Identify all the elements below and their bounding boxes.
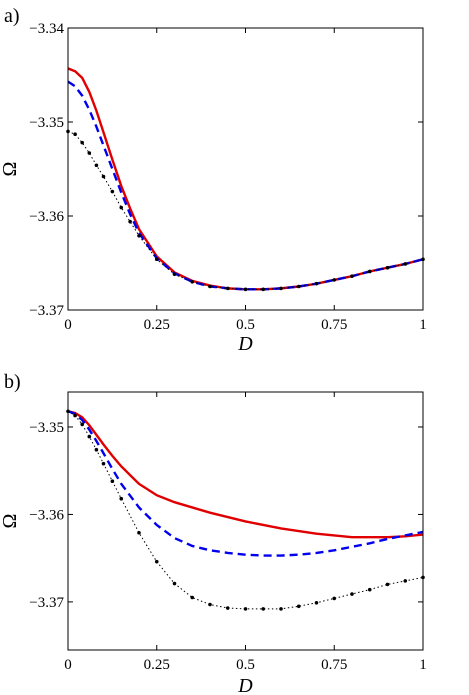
series-point-3: [172, 272, 177, 277]
series-point-3: [261, 287, 266, 292]
series-point-3: [119, 496, 124, 501]
y-tick-label: −3.35: [29, 420, 64, 436]
series-point-3: [332, 596, 337, 601]
series-point-3: [137, 233, 141, 238]
series-point-3: [243, 607, 248, 611]
panel-label: a): [4, 5, 20, 27]
series-point-3: [172, 581, 177, 586]
series-point-3: [332, 278, 337, 282]
series-point-3: [279, 607, 283, 611]
series-point-3: [190, 280, 195, 284]
series-point-3: [154, 559, 159, 564]
series-point-3: [243, 287, 248, 292]
x-tick-label: 0.5: [236, 317, 255, 333]
series-point-3: [208, 602, 212, 607]
series-point-3: [350, 274, 354, 278]
y-tick-label: −3.37: [29, 303, 64, 319]
x-tick-label: 0.75: [321, 657, 347, 673]
series-line-1: [68, 67, 423, 291]
series-point-3: [94, 163, 99, 168]
series-point-3: [101, 461, 106, 466]
x-tick-label: 0.5: [236, 657, 255, 673]
series-point-3: [385, 265, 390, 270]
y-tick-label: −3.35: [29, 115, 64, 131]
series-point-3: [87, 434, 92, 439]
x-tick-label: 0.25: [144, 657, 170, 673]
series-point-3: [403, 262, 408, 266]
y-tick-label: −3.37: [29, 595, 64, 611]
series-point-3: [367, 587, 372, 592]
series-point-3: [350, 592, 354, 596]
series-point-3: [73, 413, 77, 418]
x-axis-title: D: [237, 333, 253, 355]
x-axis-title: D: [237, 675, 253, 695]
plot-frame: [67, 27, 424, 311]
series-line-3: [68, 410, 423, 610]
series-line-2: [68, 410, 423, 557]
chart-panel-1: a) 0 0.25 0.5 0.75 1 −3.37 −3.36 −3.35 −3.34 D Ω: [0, 5, 427, 355]
series-point-3: [225, 606, 230, 610]
series-point-3: [314, 600, 319, 605]
series-point-3: [80, 140, 84, 145]
series-line-1: [68, 410, 423, 539]
x-tick-label: 1: [419, 657, 427, 673]
series-point-3: [279, 286, 283, 291]
series-point-3: [261, 607, 266, 611]
x-tick-label: 0.75: [321, 317, 347, 333]
y-tick-label: −3.36: [29, 209, 64, 225]
series-point-3: [403, 579, 408, 583]
chart-panel-2: b) 0 0.25 0.5 0.75 1 −3.37 −3.36 −3.35 D Ω: [0, 371, 427, 695]
series-line-3: [68, 130, 423, 290]
x-tick-label: 1: [419, 317, 427, 333]
series-point-3: [296, 604, 301, 609]
y-tick-label: −3.34: [29, 21, 64, 37]
series-point-3: [208, 284, 212, 289]
series-point-3: [137, 531, 141, 535]
y-axis-title: Ω: [0, 514, 21, 529]
series-point-3: [314, 281, 319, 286]
series-point-3: [225, 286, 230, 291]
series-point-3: [94, 447, 99, 452]
series-point-3: [80, 422, 84, 427]
series-point-3: [154, 257, 159, 262]
y-tick-label: −3.36: [29, 507, 64, 523]
x-tick-label: 0: [64, 657, 72, 673]
series-point-3: [110, 189, 115, 194]
panel-label: b): [4, 371, 21, 393]
series-point-3: [128, 219, 132, 224]
series-point-3: [367, 269, 372, 274]
x-tick-label: 0: [64, 317, 72, 333]
series-point-3: [296, 284, 301, 289]
series-point-3: [87, 151, 92, 155]
series-point-3: [110, 479, 115, 484]
x-tick-label: 0.25: [144, 317, 170, 333]
y-axis-title: Ω: [0, 162, 21, 177]
series-point-3: [119, 205, 124, 210]
series-point-3: [385, 582, 390, 587]
series-point-3: [101, 174, 106, 179]
series-point-3: [73, 132, 77, 137]
series-point-3: [190, 595, 195, 600]
